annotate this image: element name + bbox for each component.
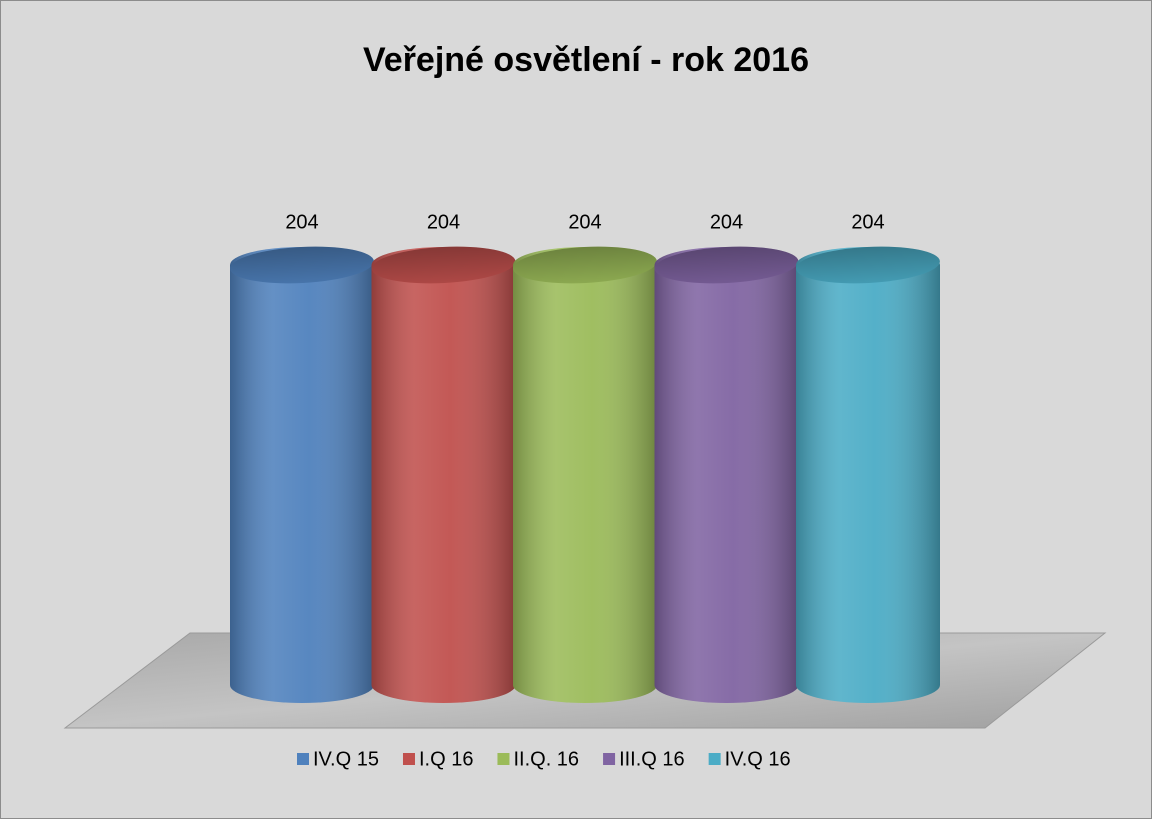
cylinder-top-shade [654,246,799,284]
cylinder-top-shade [371,246,516,284]
data-label: 204 [285,211,318,233]
legend-label: I.Q 16 [419,748,473,770]
data-label: 204 [568,211,601,233]
legend-label: III.Q 16 [619,748,685,770]
cylinder-shade [371,247,516,703]
cylinder-shade [230,247,374,703]
cylinder-shade [654,247,799,703]
cylinder-shade [513,247,657,703]
legend-label: IV.Q 15 [313,748,379,770]
data-label: 204 [851,211,884,233]
cylinder-shade [796,247,940,703]
cylinder-top-shade [796,246,940,284]
legend: IV.Q 15 I.Q 16 II.Q. 16 III.Q 16 IV.Q 16 [297,748,791,770]
legend-swatch [603,753,616,765]
chart-title: Veřejné osvětlení - rok 2016 [363,41,809,79]
plot-area: 204 204 204 204 204 [230,211,940,703]
legend-swatch [497,753,510,765]
legend-swatch [297,753,309,765]
legend-label: IV.Q 16 [725,748,791,770]
data-label: 204 [427,211,460,233]
cylinder-top-shade [230,246,374,284]
data-label: 204 [710,211,743,233]
cylinder-top-shade [513,246,657,284]
legend-swatch [402,753,415,765]
legend-swatch [708,753,721,765]
legend-label: II.Q. 16 [513,748,579,770]
